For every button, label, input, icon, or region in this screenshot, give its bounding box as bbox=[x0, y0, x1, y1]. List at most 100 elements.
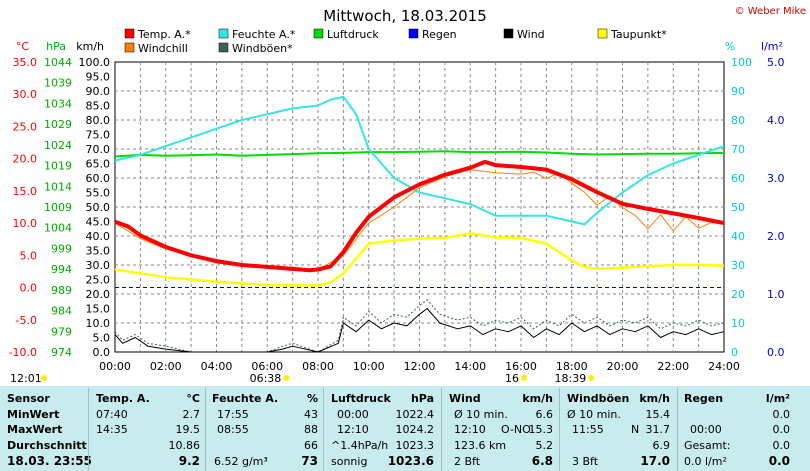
time-marker-dot bbox=[283, 375, 290, 381]
pressure-min-time: 00:00 bbox=[337, 408, 369, 421]
humidity-max-time: 08:55 bbox=[217, 423, 249, 436]
rain-max-time: 00:00 bbox=[690, 423, 722, 436]
wind-axis-tick: 65.0 bbox=[86, 158, 111, 171]
series-line-windb-en bbox=[114, 299, 725, 353]
temp-axis-tick: -10.0 bbox=[9, 346, 37, 359]
x-axis-tick: 10:00 bbox=[353, 360, 385, 373]
column-divider bbox=[323, 388, 324, 471]
pressure-axis-tick: 1044 bbox=[44, 56, 72, 69]
legend-label: Taupunkt* bbox=[610, 28, 667, 41]
pressure-max-value: 1024.2 bbox=[395, 423, 435, 436]
rain-total-label: Gesamt: bbox=[684, 439, 731, 452]
axis-unit-label: °C bbox=[16, 40, 30, 53]
humidity-axis-tick: 60 bbox=[731, 172, 745, 185]
x-axis-tick: 20:00 bbox=[607, 360, 639, 373]
x-axis-tick: 24:00 bbox=[708, 360, 740, 373]
rain-max-value: 0.0 bbox=[772, 423, 791, 436]
plot-area bbox=[114, 95, 725, 353]
axis-unit-label: l/m² bbox=[761, 40, 783, 53]
legend-label: Regen bbox=[422, 28, 457, 41]
pressure-axis-tick: 1014 bbox=[44, 180, 72, 193]
humidity-axis-tick: 50 bbox=[731, 201, 745, 214]
gusts-max-time: 11:55 bbox=[572, 423, 604, 436]
row-current-label: 18.03. 23:55 bbox=[7, 454, 92, 468]
legend-swatch bbox=[124, 42, 135, 53]
column-divider bbox=[88, 388, 89, 471]
pressure-axis-tick: 1039 bbox=[44, 77, 72, 90]
wind-avg-value: 5.2 bbox=[535, 439, 554, 452]
x-axis-tick: 00:00 bbox=[99, 360, 131, 373]
rain-axis-tick: 0.0 bbox=[767, 346, 785, 359]
temp-min-time: 07:40 bbox=[96, 408, 128, 421]
pressure-axis-tick: 974 bbox=[51, 346, 72, 359]
x-axis-tick: 06:00 bbox=[251, 360, 283, 373]
wind-unit: km/h bbox=[522, 392, 553, 405]
wind-axis-tick: 55.0 bbox=[86, 187, 111, 200]
wind-current-value: 6.8 bbox=[531, 454, 553, 468]
wind-min-label: Ø 10 min. bbox=[454, 408, 508, 421]
pressure-title: Luftdruck bbox=[331, 392, 391, 405]
temp-axis-tick: 15.0 bbox=[13, 185, 38, 198]
humidity-axis-tick: 10 bbox=[731, 317, 745, 330]
gusts-title: Windböen bbox=[567, 392, 630, 405]
legend-label: Temp. A.* bbox=[137, 28, 191, 41]
pressure-avg-value: 1023.3 bbox=[395, 439, 435, 452]
time-marker-label: 18:39 bbox=[555, 372, 587, 385]
wind-axis-tick: 15.0 bbox=[86, 303, 111, 316]
column-divider bbox=[559, 388, 560, 471]
time-marker-label: 16 bbox=[505, 372, 519, 385]
gusts-max-direction: N bbox=[631, 423, 640, 436]
column-divider bbox=[441, 388, 442, 471]
wind-axis-tick: 90.0 bbox=[86, 85, 111, 98]
pressure-axis-tick: 1019 bbox=[44, 160, 72, 173]
weather-chart: Mittwoch, 18.03.2015 © Weber Mike Temp. … bbox=[9, 6, 806, 385]
wind-max-time: 12:10 bbox=[454, 423, 486, 436]
temp-axis-tick: 0.0 bbox=[20, 282, 38, 295]
wind-beaufort: 2 Bft bbox=[454, 455, 481, 468]
wind-max-value: 15.3 bbox=[528, 423, 554, 436]
chart-title: Mittwoch, 18.03.2015 bbox=[323, 7, 487, 25]
wind-axis-tick: 10.0 bbox=[86, 317, 111, 330]
legend-swatch bbox=[124, 28, 135, 39]
pressure-unit: hPa bbox=[410, 392, 434, 405]
rain-unit: l/m² bbox=[765, 392, 790, 405]
humidity-axis-tick: 20 bbox=[731, 288, 745, 301]
wind-axis-tick: 100.0 bbox=[79, 56, 111, 69]
wind-axis-tick: 45.0 bbox=[86, 216, 111, 229]
humidity-max-value: 88 bbox=[304, 423, 318, 436]
legend-swatch bbox=[313, 28, 324, 39]
axis-unit-label: km/h bbox=[76, 40, 104, 53]
x-axis-tick: 22:00 bbox=[657, 360, 689, 373]
x-axis-tick: 18:00 bbox=[556, 360, 588, 373]
summary-table: Sensor MinWert MaxWert Durchschnitt 18.0… bbox=[0, 386, 810, 471]
pressure-max-time: 12:10 bbox=[337, 423, 369, 436]
pressure-forecast: sonnig bbox=[331, 455, 368, 468]
rain-min-value: 0.0 bbox=[772, 408, 791, 421]
rain-title: Regen bbox=[684, 392, 724, 405]
wind-axis-tick: 95.0 bbox=[86, 71, 111, 84]
humidity-axis-tick: 80 bbox=[731, 114, 745, 127]
row-max-label: MaxWert bbox=[7, 423, 63, 436]
time-marker-dot bbox=[41, 375, 47, 381]
gusts-min-label: Ø 10 min. bbox=[567, 408, 621, 421]
series-line-taupunkt bbox=[114, 232, 725, 287]
rain-axis-tick: 1.0 bbox=[767, 288, 785, 301]
legend-swatch bbox=[503, 28, 514, 39]
time-marker-label: 12:01 bbox=[10, 372, 42, 385]
gusts-beaufort: 3 Bft bbox=[572, 455, 599, 468]
wind-axis-tick: 75.0 bbox=[86, 129, 111, 142]
x-axis-tick: 04:00 bbox=[201, 360, 233, 373]
wind-distance: 123.6 km bbox=[454, 439, 507, 452]
gusts-unit: km/h bbox=[639, 392, 670, 405]
temp-min-value: 2.7 bbox=[182, 408, 201, 421]
legend: Temp. A.* Feuchte A.* Luftdruck Regen Wind Ta… bbox=[124, 28, 667, 55]
axis-unit-label: % bbox=[725, 40, 735, 53]
humidity-title: Feuchte A. bbox=[212, 392, 279, 405]
humidity-axis-tick: 90 bbox=[731, 85, 745, 98]
temp-axis-tick: 20.0 bbox=[13, 153, 38, 166]
humidity-axis-tick: 70 bbox=[731, 143, 745, 156]
time-marker-dot bbox=[588, 375, 595, 381]
humidity-current-value: 73 bbox=[301, 454, 318, 468]
gusts-min-value: 15.4 bbox=[645, 408, 671, 421]
legend-label: Feuchte A.* bbox=[232, 28, 296, 41]
